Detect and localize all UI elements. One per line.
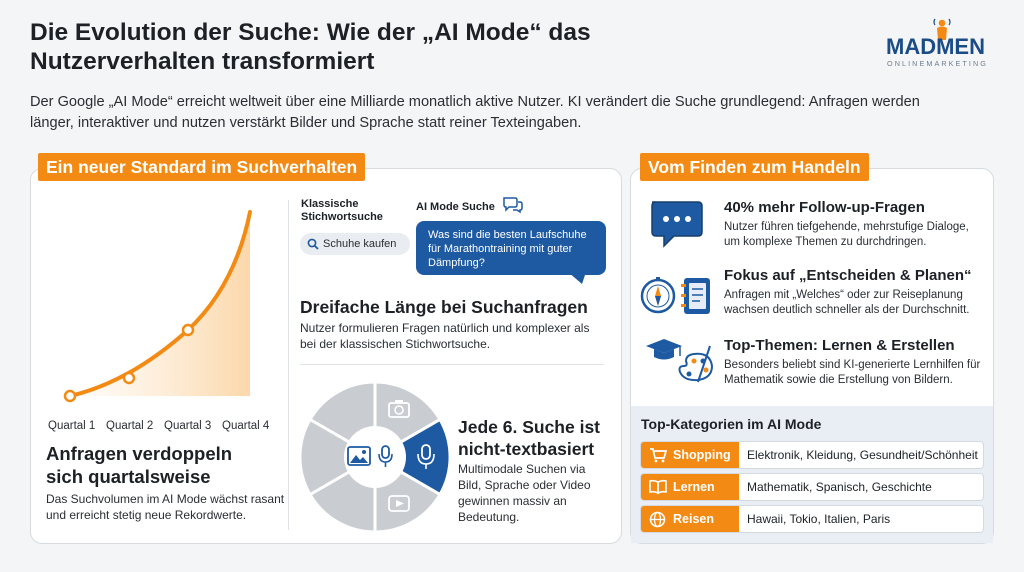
book-icon bbox=[649, 479, 667, 495]
growth-heading: Anfragen verdoppeln sich quartalsweise bbox=[46, 443, 233, 487]
microphone-icon bbox=[417, 444, 435, 469]
category-value-learning: Mathematik, Spanisch, Geschichte bbox=[747, 480, 932, 494]
feature-title-topics: Top-Themen: Lernen & Erstellen bbox=[724, 337, 955, 354]
category-tag-learning: Lernen bbox=[641, 474, 739, 500]
category-row-shopping: Shopping Elektronik, Kleidung, Gesundhei… bbox=[640, 441, 984, 469]
category-row-learning: Lernen Mathematik, Spanisch, Geschichte bbox=[640, 473, 984, 501]
feature-title-decide: Fokus auf „Entscheiden & Planen“ bbox=[724, 267, 972, 284]
classic-search-query: Schuhe kaufen bbox=[323, 238, 397, 250]
data-point-q1 bbox=[63, 389, 77, 403]
search-icon bbox=[307, 238, 319, 250]
ai-bubble-tail bbox=[568, 272, 586, 284]
category-row-travel: Reisen Hawaii, Tokio, Italien, Paris bbox=[640, 505, 984, 533]
chat-bubble-icon bbox=[651, 201, 703, 248]
growth-area bbox=[70, 212, 250, 396]
wheel-segment-left bbox=[300, 417, 379, 497]
section-tag-action: Vom Finden zum Handeln bbox=[640, 153, 869, 181]
horizontal-divider bbox=[300, 364, 604, 365]
logo-subline: ONLINEMARKETING bbox=[887, 59, 988, 68]
data-point-q3 bbox=[181, 323, 195, 337]
brand-logo: MADMEN ONLINEMARKETING bbox=[880, 18, 1006, 70]
cart-icon bbox=[650, 448, 667, 463]
compass-planner-icon bbox=[640, 277, 710, 314]
logo-figure-icon bbox=[933, 18, 951, 40]
category-label-learning: Lernen bbox=[673, 480, 715, 494]
feature-title-followup: 40% mehr Follow-up-Fragen bbox=[724, 199, 925, 216]
categories-title: Top-Kategorien im AI Mode bbox=[641, 416, 822, 432]
multimodal-text: Multimodale Suchen via Bild, Sprache ode… bbox=[458, 462, 591, 524]
video-icon bbox=[388, 495, 410, 512]
logo-wordmark: MADMEN bbox=[886, 34, 985, 59]
multimodal-heading: Jede 6. Suche ist nicht-textbasiert bbox=[458, 417, 601, 459]
classic-search-label: Klassische Stichwortsuche bbox=[301, 198, 383, 223]
query-length-text: Nutzer formulieren Fragen natürlich und … bbox=[300, 321, 590, 351]
vertical-divider bbox=[288, 200, 289, 530]
query-length-heading: Dreifache Länge bei Suchanfragen bbox=[300, 297, 588, 317]
quarter-label-4: Quartal 4 bbox=[222, 420, 270, 432]
page-title: Die Evolution der Suche: Wie der „AI Mod… bbox=[30, 19, 591, 75]
growth-text: Das Suchvolumen im AI Mode wächst rasant… bbox=[46, 492, 285, 522]
quarter-label-1: Quartal 1 bbox=[48, 420, 96, 432]
microphone-icon-center bbox=[378, 445, 393, 467]
chat-icon bbox=[503, 197, 523, 214]
quarter-label-2: Quartal 2 bbox=[106, 420, 154, 432]
image-icon bbox=[347, 446, 371, 466]
category-tag-travel: Reisen bbox=[641, 506, 739, 532]
wheel-segment-right bbox=[371, 417, 450, 497]
category-tag-shopping: Shopping bbox=[641, 442, 739, 468]
data-point-q2 bbox=[122, 371, 136, 385]
multimodal-wheel bbox=[300, 382, 450, 532]
category-label-travel: Reisen bbox=[673, 512, 714, 526]
classic-search-pill: Schuhe kaufen bbox=[300, 233, 410, 255]
camera-icon bbox=[388, 400, 410, 418]
feature-text-topics: Besonders beliebt sind KI-generierte Ler… bbox=[724, 359, 981, 386]
category-value-shopping: Elektronik, Kleidung, Gesundheit/Schönhe… bbox=[747, 448, 978, 462]
ai-search-label: AI Mode Suche bbox=[416, 201, 495, 213]
category-value-travel: Hawaii, Tokio, Italien, Paris bbox=[747, 512, 891, 526]
feature-text-followup: Nutzer führen tiefgehende, mehrstufige D… bbox=[724, 221, 969, 248]
graduation-palette-icon bbox=[646, 339, 714, 383]
ai-query-bubble: Was sind die besten Laufschuhe für Marat… bbox=[416, 221, 606, 275]
globe-icon bbox=[649, 511, 666, 528]
wheel-center bbox=[344, 426, 406, 488]
page-subtitle: Der Google „AI Mode“ erreicht weltweit ü… bbox=[30, 94, 920, 131]
quarter-label-3: Quartal 3 bbox=[164, 420, 212, 432]
growth-curve-chart bbox=[63, 210, 252, 403]
category-label-shopping: Shopping bbox=[673, 448, 731, 462]
section-tag-standard: Ein neuer Standard im Suchverhalten bbox=[38, 153, 366, 181]
feature-text-decide: Anfragen mit „Welches“ oder zur Reisepla… bbox=[724, 289, 970, 316]
